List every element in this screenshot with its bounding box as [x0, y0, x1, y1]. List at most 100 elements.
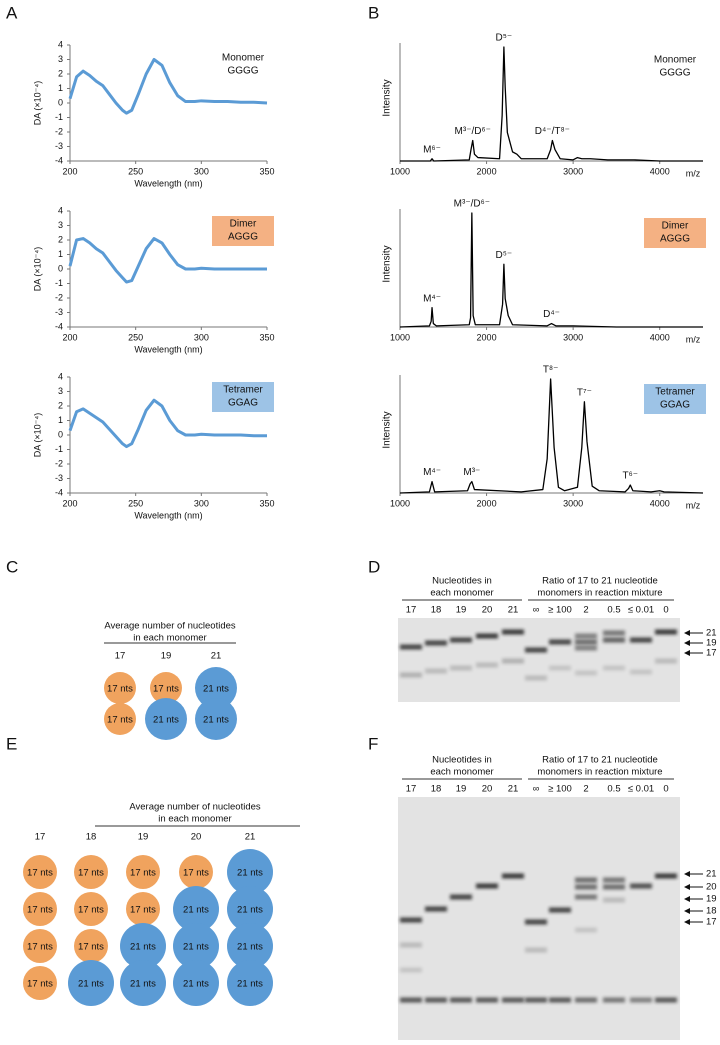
gel-band [630, 669, 652, 675]
peak-annotation: D⁴⁻/T⁸⁻ [535, 126, 570, 137]
gel-band [400, 997, 422, 1003]
marker-label: 18 [706, 906, 717, 917]
monomer-label: 17 nts [130, 868, 156, 879]
y-tick-label: -3 [55, 473, 63, 483]
lane-label: 18 [431, 605, 442, 616]
panel-label: A [6, 3, 18, 22]
lane-label: 21 [508, 605, 519, 616]
chart-title: Monomer [654, 55, 697, 66]
diagram-title: in each monomer [133, 633, 206, 644]
monomer-label: 21 nts [203, 684, 229, 695]
gel-band [575, 645, 597, 651]
y-tick-label: 4 [58, 205, 63, 215]
lane-label: 2 [583, 605, 588, 616]
monomer-label: 17 nts [107, 715, 133, 726]
y-tick-label: 0 [58, 263, 63, 273]
peak-annotation: T⁸⁻ [543, 365, 559, 376]
chart-title: Monomer [222, 53, 265, 64]
monomer-label: 21 nts [130, 979, 156, 990]
lane-label: 0.5 [607, 784, 620, 795]
gel-band [425, 906, 447, 912]
diagram-title: Average number of nucleotides [129, 802, 261, 813]
y-tick-label: -4 [55, 155, 63, 165]
monomer-circle [145, 698, 187, 740]
gel-band [575, 639, 597, 645]
monomer-label: 21 nts [78, 979, 104, 990]
monomer-circle [74, 929, 108, 963]
gel-band [575, 633, 597, 639]
gel-band [502, 873, 524, 879]
group-title: monomers in reaction mixture [537, 767, 662, 778]
lane-label: 2 [583, 784, 588, 795]
y-axis-label: Intensity [382, 245, 393, 282]
peak-annotation: M³⁻/D⁶⁻ [454, 199, 490, 210]
monomer-circle [173, 960, 219, 1006]
x-tick-label: 350 [259, 166, 274, 176]
monomer-label: 17 nts [78, 868, 104, 879]
peak-annotation: T⁶⁻ [623, 471, 639, 482]
gel-band [476, 997, 498, 1003]
monomer-circle [173, 923, 219, 969]
gel-band [450, 997, 472, 1003]
x-tick-label: 1000 [390, 166, 410, 176]
x-axis-label: Wavelength (nm) [134, 178, 202, 188]
x-axis-label: Wavelength (nm) [134, 510, 202, 520]
x-axis-label: m/z [686, 168, 701, 178]
gel-band [525, 947, 547, 953]
y-tick-label: -4 [55, 321, 63, 331]
marker-label: 19 [706, 638, 717, 649]
y-tick-label: 3 [58, 54, 63, 64]
label-box [644, 384, 706, 414]
monomer-circle [173, 886, 219, 932]
gel-band [400, 967, 422, 973]
data-line [68, 58, 268, 115]
y-tick-label: 3 [58, 386, 63, 396]
gel-image [398, 797, 680, 1040]
gel-band [655, 629, 677, 635]
diagram-title: in each monomer [158, 814, 231, 825]
y-tick-label: 2 [58, 400, 63, 410]
gel-band [425, 997, 447, 1003]
chart-title: GGGG [227, 66, 258, 77]
gel-band [630, 997, 652, 1003]
monomer-label: 17 nts [78, 905, 104, 916]
monomer-label: 17 nts [183, 868, 209, 879]
marker-label: 20 [706, 882, 717, 893]
y-tick-label: 4 [58, 39, 63, 49]
data-line [400, 46, 703, 162]
y-tick-label: -2 [55, 458, 63, 468]
chart-title: GGAG [228, 398, 258, 409]
y-tick-label: 2 [58, 234, 63, 244]
x-tick-label: 350 [259, 498, 274, 508]
y-tick-label: -1 [55, 444, 63, 454]
gel-band [603, 877, 625, 883]
data-line [68, 237, 267, 284]
column-header: 19 [138, 832, 149, 843]
chart-title: Dimer [662, 221, 689, 232]
gel-band [603, 630, 625, 636]
x-axis-label: Wavelength (nm) [134, 344, 202, 354]
x-tick-label: 3000 [563, 498, 583, 508]
monomer-label: 21 nts [237, 905, 263, 916]
lane-label: ≤ 0.01 [628, 784, 654, 795]
lane-label: 18 [431, 784, 442, 795]
peak-annotation: M⁴⁻ [423, 293, 441, 304]
x-tick-label: 250 [128, 332, 143, 342]
lane-label: 19 [456, 605, 467, 616]
x-tick-label: 4000 [650, 332, 670, 342]
monomer-label: 17 nts [27, 905, 53, 916]
gel-band [603, 884, 625, 890]
gel-band [525, 997, 547, 1003]
gel-image [398, 618, 680, 702]
gel-band [450, 894, 472, 900]
gel-band [549, 665, 571, 671]
chart-title: GGGG [659, 68, 690, 79]
lane-label: ≤ 0.01 [628, 605, 654, 616]
group-title: each monomer [430, 588, 493, 599]
data-line [399, 378, 704, 494]
chart-title: Tetramer [223, 385, 263, 396]
gel-band [549, 997, 571, 1003]
peak-annotation: D⁵⁻ [496, 250, 513, 261]
x-tick-label: 4000 [650, 166, 670, 176]
